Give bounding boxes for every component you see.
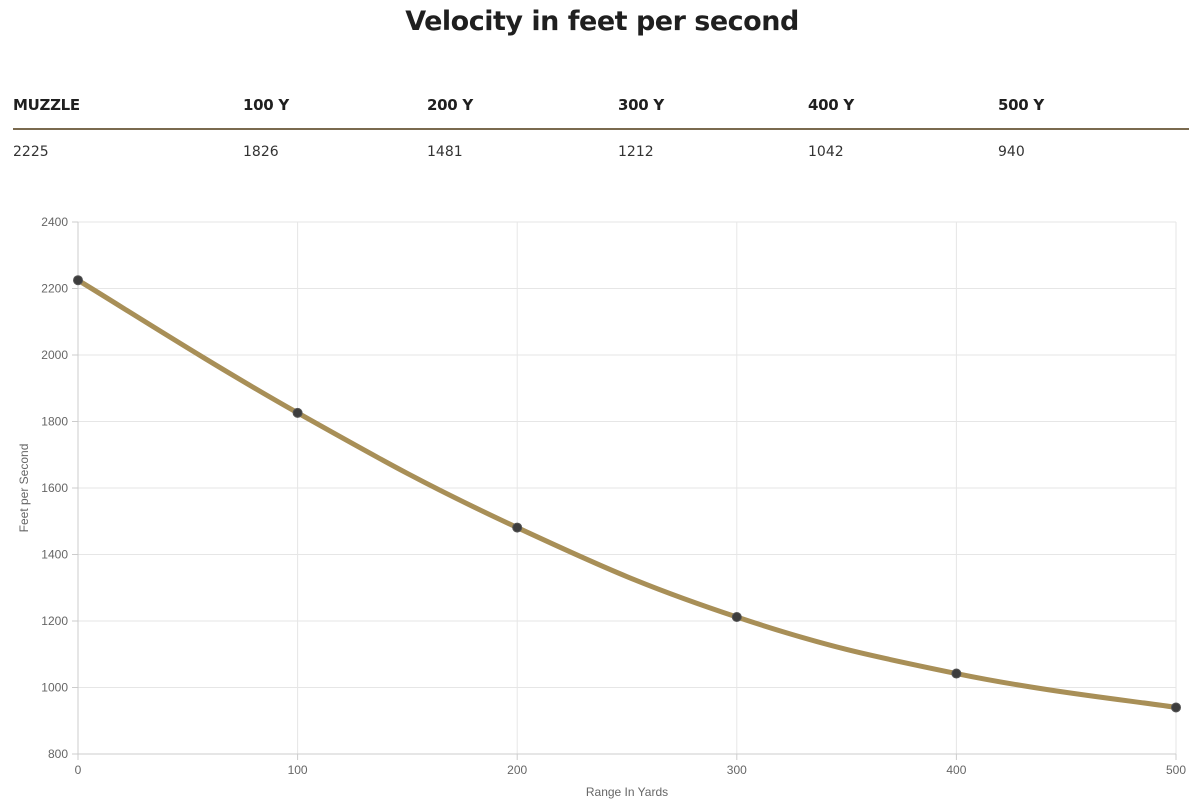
x-tick-label: 0 [75,763,82,777]
x-tick-label: 200 [507,763,527,777]
y-tick-label: 2400 [41,215,68,229]
data-point[interactable] [512,522,523,533]
x-tick-label: 300 [727,763,747,777]
data-point[interactable] [292,407,303,418]
y-tick-label: 1400 [41,548,68,562]
point-layer [73,275,1181,713]
x-tick-label: 400 [946,763,966,777]
grid-layer [78,221,1177,754]
value-400y: 1042 [808,144,844,160]
value-500y: 940 [998,144,1025,160]
velocity-chart: 800 1000 1200 1400 1600 1800 2000 2200 2400 0 100 2… [0,200,1204,805]
y-tick-label: 800 [48,747,68,761]
value-100y: 1826 [243,144,279,160]
x-axis-title: Range In Yards [586,785,668,799]
y-tick-label: 1000 [41,681,68,695]
x-tick-label: 500 [1166,763,1186,777]
data-point[interactable] [731,612,742,623]
velocity-table-row: 2225 1826 1481 1212 1042 940 [13,130,1189,160]
column-header-500y: 500 Y [998,96,1044,114]
y-axis-title: Feet per Second [17,444,31,533]
y-tick-label: 1600 [41,481,68,495]
column-header-muzzle: MUZZLE [13,96,80,114]
velocity-chart-svg: 800 1000 1200 1400 1600 1800 2000 2200 2400 0 100 2… [17,215,1186,799]
label-layer: 800 1000 1200 1400 1600 1800 2000 2200 2400 0 100 2… [17,215,1186,799]
y-tick-label: 2200 [41,282,68,296]
y-tick-label: 2000 [41,348,68,362]
axis-layer [72,221,1177,760]
data-point[interactable] [73,275,83,286]
page-title: Velocity in feet per second [405,6,799,37]
velocity-table-header: MUZZLE 100 Y 200 Y 300 Y 400 Y 500 Y [13,92,1189,130]
column-header-100y: 100 Y [243,96,289,114]
data-point[interactable] [951,668,962,679]
line-layer [75,277,1179,710]
value-muzzle: 2225 [13,144,49,160]
x-tick-label: 100 [288,763,308,777]
data-point[interactable] [1171,702,1181,713]
y-tick-label: 1800 [41,415,68,429]
y-tick-label: 1200 [41,614,68,628]
velocity-table: MUZZLE 100 Y 200 Y 300 Y 400 Y 500 Y 222… [13,92,1189,160]
value-300y: 1212 [618,144,654,160]
series-line [75,277,1179,710]
value-200y: 1481 [427,144,463,160]
column-header-400y: 400 Y [808,96,854,114]
column-header-300y: 300 Y [618,96,664,114]
column-header-200y: 200 Y [427,96,473,114]
